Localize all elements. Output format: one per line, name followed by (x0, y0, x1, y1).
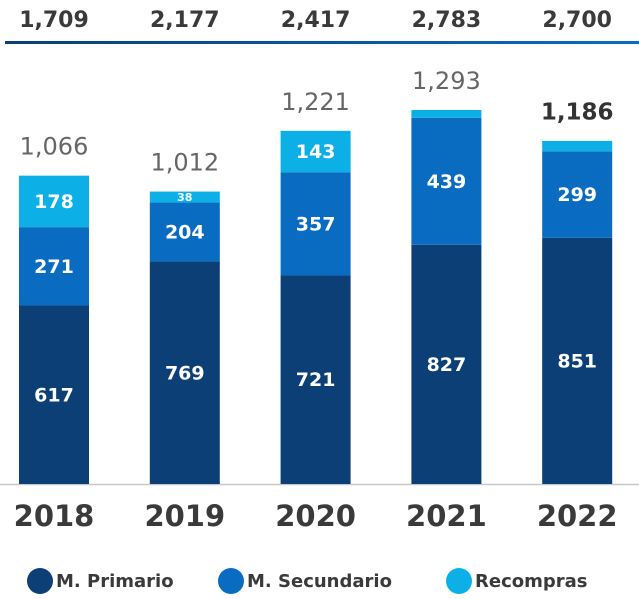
legend-swatch (218, 568, 244, 594)
bar-segment (280, 275, 351, 484)
bar-segment (149, 261, 220, 484)
bar-segment (542, 140, 613, 152)
legend-swatch (446, 568, 472, 594)
segment-label: 827 (427, 354, 467, 376)
x-tick-label: 2020 (275, 499, 356, 533)
bar-segment (19, 305, 89, 484)
segment-label: 617 (34, 384, 74, 406)
legend-swatch (27, 568, 53, 594)
bar-segment (19, 227, 89, 306)
total-label: 1,066 (20, 133, 89, 161)
x-tick-label: 2018 (14, 499, 95, 533)
bar-segment (411, 117, 482, 245)
legend-label: M. Primario (56, 571, 174, 592)
segment-label: 721 (296, 369, 336, 391)
segment-label: 143 (296, 141, 336, 163)
segment-label: 38 (177, 191, 192, 204)
segment-label: 204 (165, 222, 205, 244)
top-row-label: 1,709 (19, 8, 89, 33)
total-label: 1,293 (412, 67, 481, 95)
x-tick-label: 2021 (406, 499, 487, 533)
x-tick-label: 2022 (537, 499, 618, 533)
top-row-label: 2,783 (412, 8, 482, 33)
x-tick-label: 2019 (144, 499, 225, 533)
segment-label: 439 (427, 171, 467, 193)
legend-label: M. Secundario (247, 571, 392, 592)
bar-segment (411, 110, 482, 118)
bar-segment (280, 130, 351, 173)
segment-label: 299 (557, 184, 597, 206)
segment-label: 851 (557, 350, 597, 372)
bar-segment (19, 175, 89, 228)
top-row-label: 2,417 (281, 8, 351, 33)
top-row-label: 2,700 (542, 8, 612, 33)
bar-segment (542, 237, 613, 484)
segment-label: 271 (34, 256, 74, 278)
bar-segment (411, 244, 482, 484)
bar-segment (280, 172, 351, 276)
total-label: 1,186 (541, 99, 614, 125)
segment-label: 357 (296, 213, 336, 235)
top-rule (5, 41, 639, 44)
segment-label: 769 (165, 362, 205, 384)
bar-segment (542, 151, 613, 238)
total-label: 1,012 (150, 149, 219, 177)
legend-label: Recompras (475, 571, 587, 592)
top-row-label: 2,177 (150, 8, 220, 33)
segment-label: 178 (34, 191, 74, 213)
bar-segment (149, 191, 220, 203)
total-label: 1,221 (281, 88, 350, 116)
bar-segment (149, 202, 220, 262)
